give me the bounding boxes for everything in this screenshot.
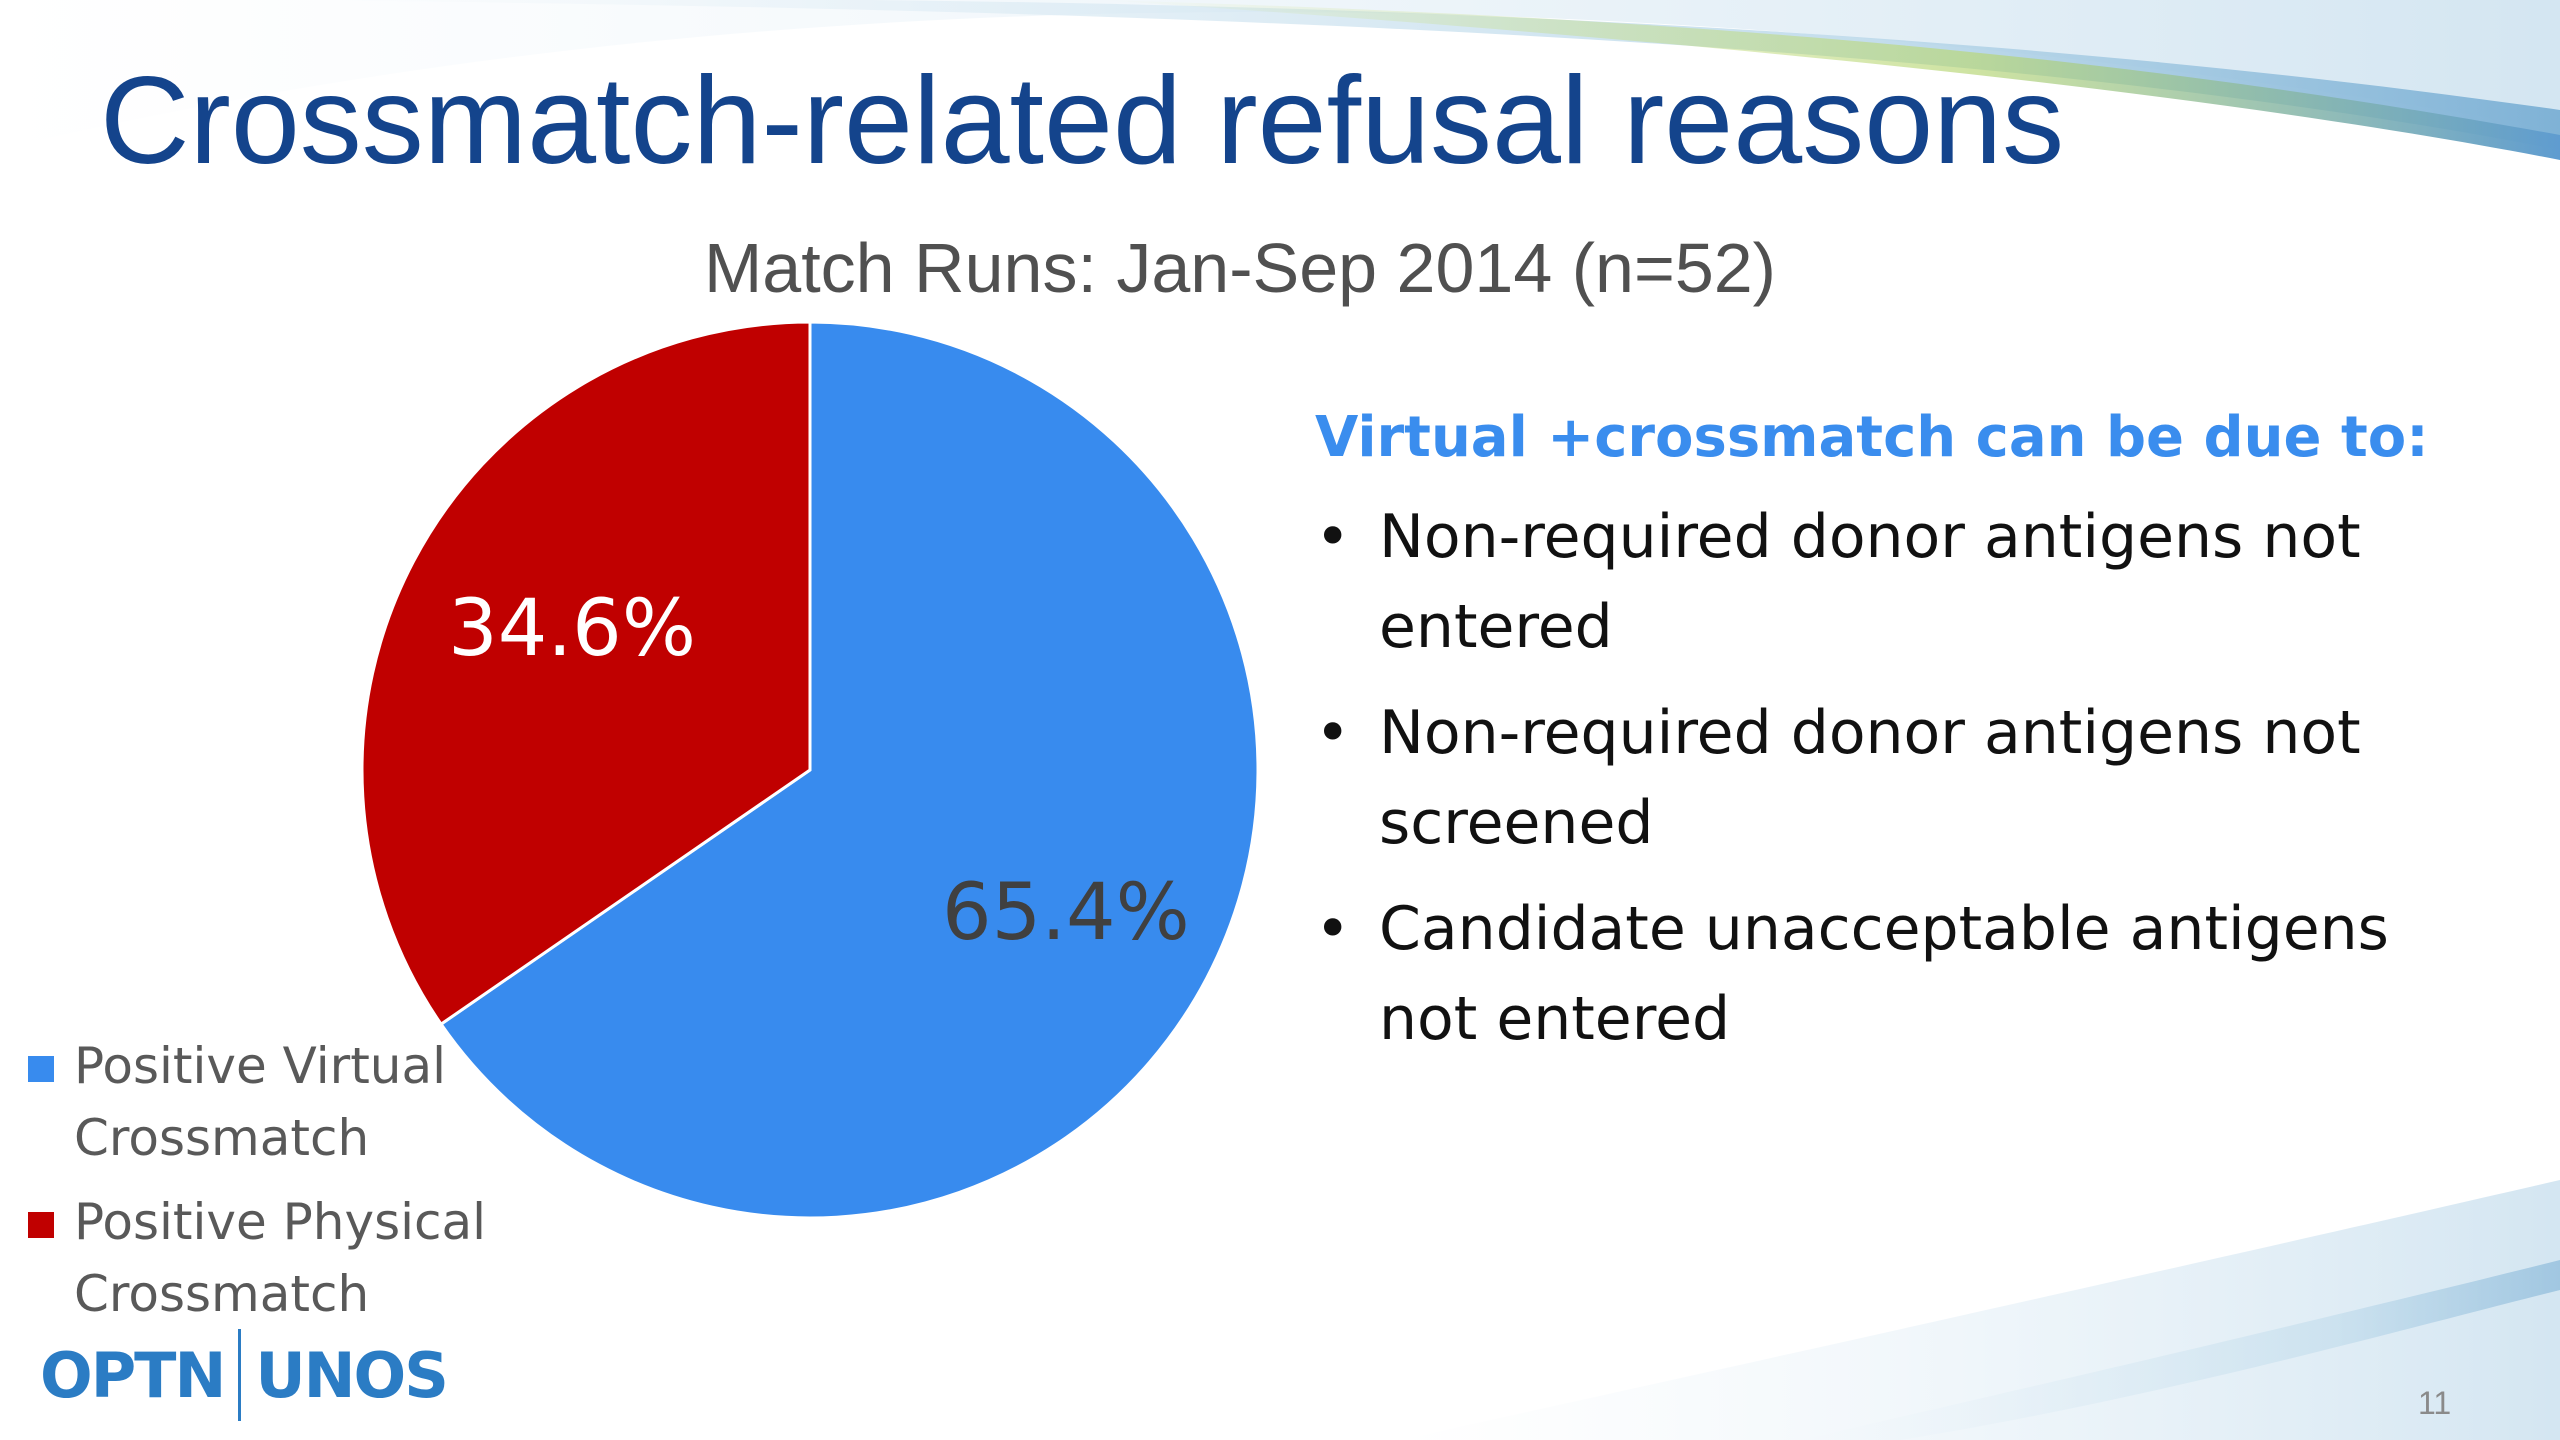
explanation-list: • Non-required donor antigens not entere… [1315,492,2495,1064]
slide-title: Crossmatch-related refusal reasons [100,52,2065,190]
pie-data-label-1: 34.6% [448,584,696,674]
bullet-icon: • [1315,502,1351,572]
logo-optn-text: OPTN [40,1338,226,1412]
page-number: 11 [2418,1385,2452,1421]
list-item-text: Non-required donor antigens not entered [1379,502,2361,662]
list-item: • Candidate unacceptable antigens not en… [1315,884,2495,1064]
list-item-text: Candidate unacceptable antigens not ente… [1379,894,2389,1054]
pie-data-label-0: 65.4% [942,868,1190,958]
logo-unos-text: UNOS [255,1338,449,1412]
pie-slice-0 [438,320,1260,1220]
legend-label-virtual: Positive Virtual Crossmatch [74,1037,447,1167]
bullet-icon: • [1315,894,1351,964]
pie-labels: 65.4% 34.6% [448,584,1190,958]
legend-item-virtual: Positive Virtual Crossmatch [28,1030,488,1174]
legend-swatch-virtual [28,1056,54,1082]
logo-divider [238,1329,242,1421]
legend-swatch-physical [28,1212,54,1238]
pie-chart: 65.4% 34.6% [360,320,1260,1220]
chart-legend: Positive Virtual Crossmatch Positive Phy… [28,1030,488,1342]
optn-unos-logo: OPTN UNOS [40,1325,449,1425]
chart-subtitle: Match Runs: Jan-Sep 2014 (n=52) [703,229,1776,307]
pie-slice-1 [360,320,812,1027]
list-item: • Non-required donor antigens not screen… [1315,688,2495,868]
explanation-heading: Virtual +crossmatch can be due to: [1315,405,2429,470]
legend-item-physical: Positive Physical Crossmatch [28,1186,488,1330]
explanation-panel: Virtual +crossmatch can be due to: • Non… [1315,405,2495,1080]
pie-slices [360,320,1260,1220]
list-item-text: Non-required donor antigens not screened [1379,698,2361,858]
list-item: • Non-required donor antigens not entere… [1315,492,2495,672]
bullet-icon: • [1315,698,1351,768]
legend-label-physical: Positive Physical Crossmatch [74,1193,487,1323]
